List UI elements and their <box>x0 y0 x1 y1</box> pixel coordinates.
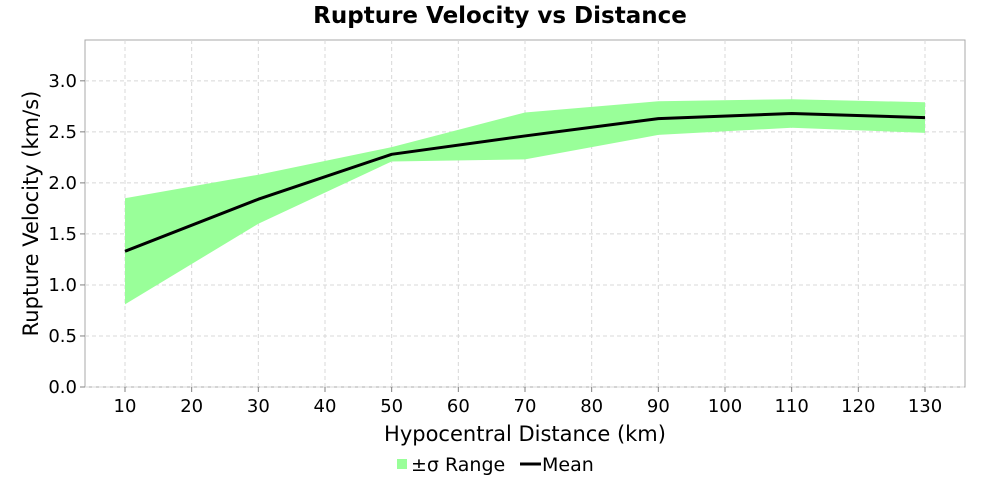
x-tick-label: 90 <box>647 396 670 417</box>
legend-band-label: ±σ Range <box>411 454 505 476</box>
x-tick-label: 30 <box>247 396 270 417</box>
x-tick-label: 60 <box>447 396 470 417</box>
y-axis-label: Rupture Velocity (km/s) <box>19 91 43 337</box>
sigma-band <box>125 99 925 305</box>
mean-line-layer <box>124 111 926 253</box>
x-tick-label: 50 <box>380 396 403 417</box>
x-tick-label: 120 <box>841 396 875 417</box>
x-tick-label: 40 <box>314 396 337 417</box>
y-axis-ticks: 0.0 0.5 1.0 1.5 2.0 2.5 3.0 <box>48 71 85 398</box>
x-tick-label: 70 <box>514 396 537 417</box>
y-tick-label: 2.0 <box>48 173 77 194</box>
x-tick-label: 110 <box>774 396 808 417</box>
x-axis-label: Hypocentral Distance (km) <box>384 422 666 446</box>
x-tick-label: 100 <box>708 396 742 417</box>
x-axis-ticks: 10 20 30 40 50 60 70 80 90 100 110 120 130 <box>114 387 942 417</box>
legend-mean-label: Mean <box>542 454 594 476</box>
x-tick-label: 10 <box>114 396 137 417</box>
y-tick-label: 1.0 <box>48 275 77 296</box>
x-tick-label: 130 <box>908 396 942 417</box>
sigma-band-layer <box>125 99 925 305</box>
y-tick-label: 1.5 <box>48 224 77 245</box>
x-tick-label: 80 <box>580 396 603 417</box>
x-tick-label: 20 <box>180 396 203 417</box>
y-tick-label: 0.5 <box>48 326 77 347</box>
y-tick-label: 0.0 <box>48 377 77 398</box>
legend: ±σ Range Mean <box>397 454 594 476</box>
grid-lines <box>85 40 965 388</box>
legend-band-swatch <box>397 459 407 469</box>
chart-title: Rupture Velocity vs Distance <box>313 3 687 29</box>
y-tick-label: 2.5 <box>48 122 77 143</box>
y-tick-label: 3.0 <box>48 71 77 92</box>
